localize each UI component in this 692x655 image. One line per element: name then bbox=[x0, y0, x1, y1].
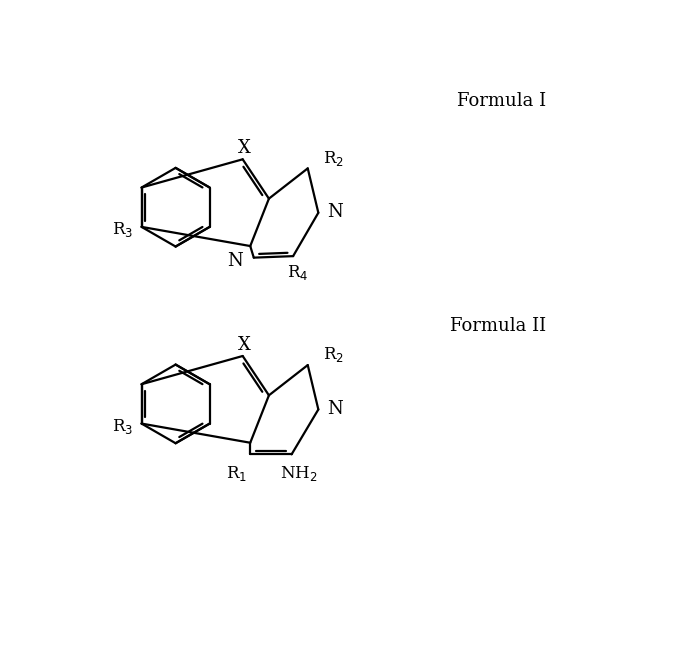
Text: N: N bbox=[327, 203, 343, 221]
Text: NH$_2$: NH$_2$ bbox=[280, 464, 318, 483]
Text: R$_1$: R$_1$ bbox=[226, 464, 246, 483]
Text: X: X bbox=[238, 336, 251, 354]
Text: R$_3$: R$_3$ bbox=[112, 220, 134, 240]
Text: R$_3$: R$_3$ bbox=[112, 417, 134, 436]
Text: Formula II: Formula II bbox=[450, 317, 546, 335]
Text: Formula I: Formula I bbox=[457, 92, 546, 110]
Text: R$_2$: R$_2$ bbox=[323, 345, 345, 364]
Text: X: X bbox=[238, 140, 251, 157]
Text: N: N bbox=[227, 252, 243, 270]
Text: R$_2$: R$_2$ bbox=[323, 149, 345, 168]
Text: N: N bbox=[327, 400, 343, 419]
Text: R$_4$: R$_4$ bbox=[287, 263, 309, 282]
